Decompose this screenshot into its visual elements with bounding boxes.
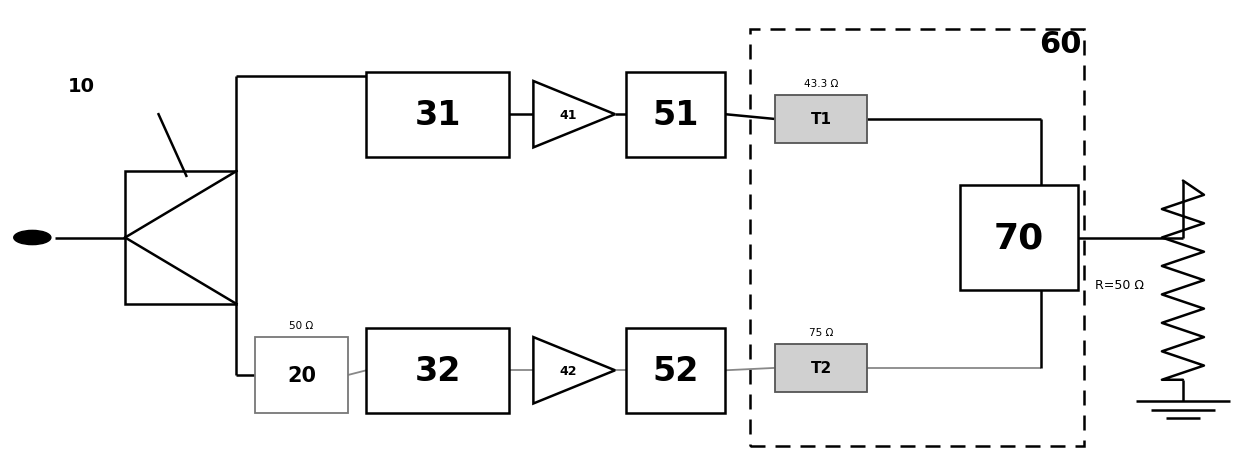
FancyBboxPatch shape xyxy=(366,72,508,158)
FancyBboxPatch shape xyxy=(775,345,868,392)
Text: 43.3 Ω: 43.3 Ω xyxy=(804,79,838,89)
Circle shape xyxy=(14,231,51,245)
Text: 42: 42 xyxy=(559,364,577,377)
FancyBboxPatch shape xyxy=(366,328,508,413)
Text: 41: 41 xyxy=(559,109,577,121)
FancyBboxPatch shape xyxy=(960,186,1078,290)
Text: 20: 20 xyxy=(286,365,316,385)
Polygon shape xyxy=(533,337,615,404)
Text: 51: 51 xyxy=(652,99,699,131)
Text: 52: 52 xyxy=(652,354,699,387)
Text: 10: 10 xyxy=(68,77,95,96)
FancyBboxPatch shape xyxy=(626,72,725,158)
Text: 60: 60 xyxy=(1039,30,1081,59)
Text: 50 Ω: 50 Ω xyxy=(289,320,314,330)
FancyBboxPatch shape xyxy=(125,172,237,304)
FancyBboxPatch shape xyxy=(255,337,347,413)
Text: 70: 70 xyxy=(994,221,1044,255)
Text: R=50 Ω: R=50 Ω xyxy=(1095,279,1145,292)
Polygon shape xyxy=(533,82,615,148)
Text: 75 Ω: 75 Ω xyxy=(808,327,833,337)
Text: T2: T2 xyxy=(811,361,832,376)
FancyBboxPatch shape xyxy=(626,328,725,413)
FancyBboxPatch shape xyxy=(775,96,868,143)
Text: 31: 31 xyxy=(414,99,461,131)
Text: T1: T1 xyxy=(811,112,832,127)
Text: 32: 32 xyxy=(414,354,461,387)
